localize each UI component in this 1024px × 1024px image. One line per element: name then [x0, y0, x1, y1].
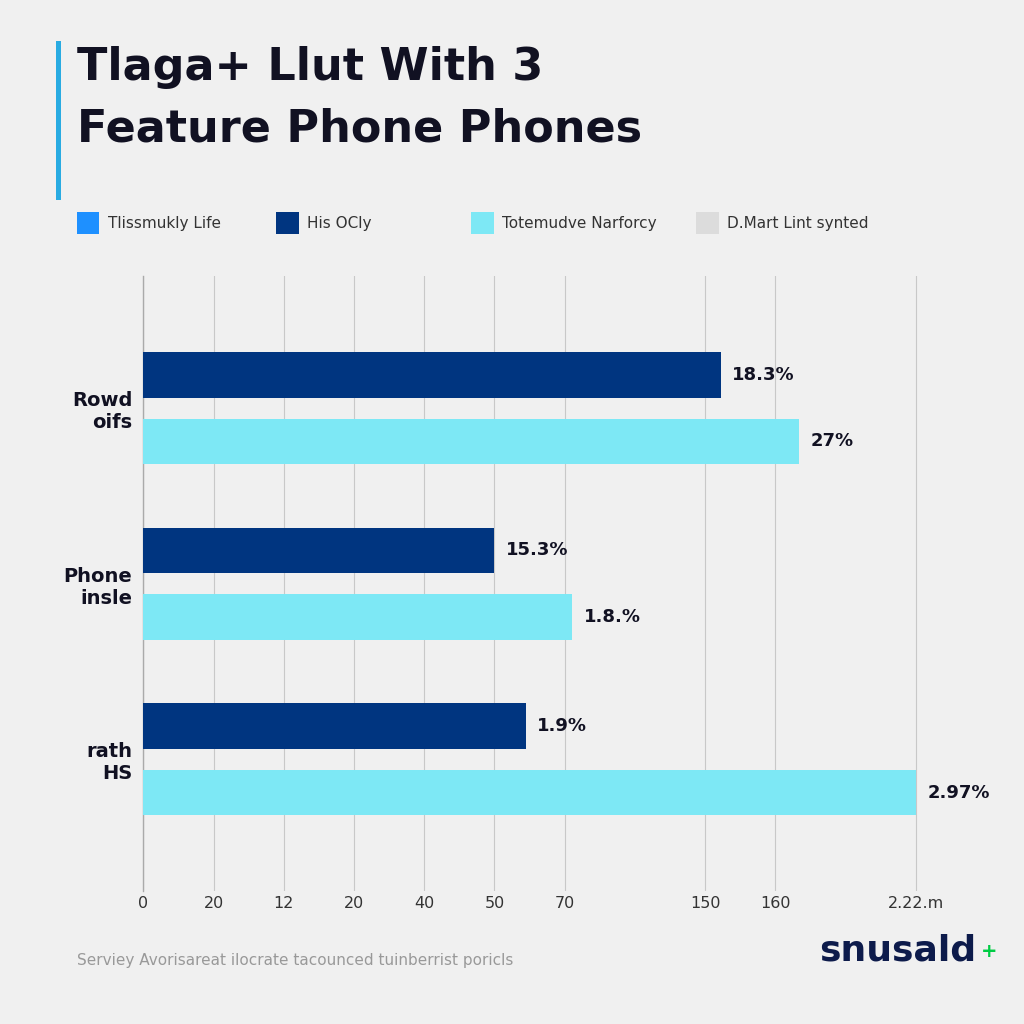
- Bar: [143, 419, 799, 464]
- Text: Feature Phone Phones: Feature Phone Phones: [77, 108, 642, 151]
- Text: Totemudve Narforcy: Totemudve Narforcy: [502, 216, 656, 230]
- Text: snusald: snusald: [819, 934, 976, 968]
- Text: 1.9%: 1.9%: [538, 717, 588, 735]
- Text: 1.8.%: 1.8.%: [584, 608, 641, 626]
- Text: 18.3%: 18.3%: [732, 366, 795, 384]
- Bar: [143, 703, 525, 749]
- Bar: [143, 352, 721, 397]
- Text: D.Mart Lint synted: D.Mart Lint synted: [727, 216, 868, 230]
- Bar: [143, 594, 572, 640]
- Text: Serviey Avorisareat ilocrate tacounced tuinberrist poricls: Serviey Avorisareat ilocrate tacounced t…: [77, 952, 513, 968]
- Text: 2.97%: 2.97%: [928, 783, 990, 802]
- Text: His OCly: His OCly: [307, 216, 372, 230]
- Bar: [143, 770, 915, 815]
- Text: 15.3%: 15.3%: [506, 542, 568, 559]
- Text: Tlaga+ Llut With 3: Tlaga+ Llut With 3: [77, 46, 543, 89]
- Text: +: +: [981, 941, 997, 961]
- Text: Tlissmukly Life: Tlissmukly Life: [108, 216, 220, 230]
- Text: 27%: 27%: [810, 432, 854, 451]
- Bar: [143, 527, 495, 573]
